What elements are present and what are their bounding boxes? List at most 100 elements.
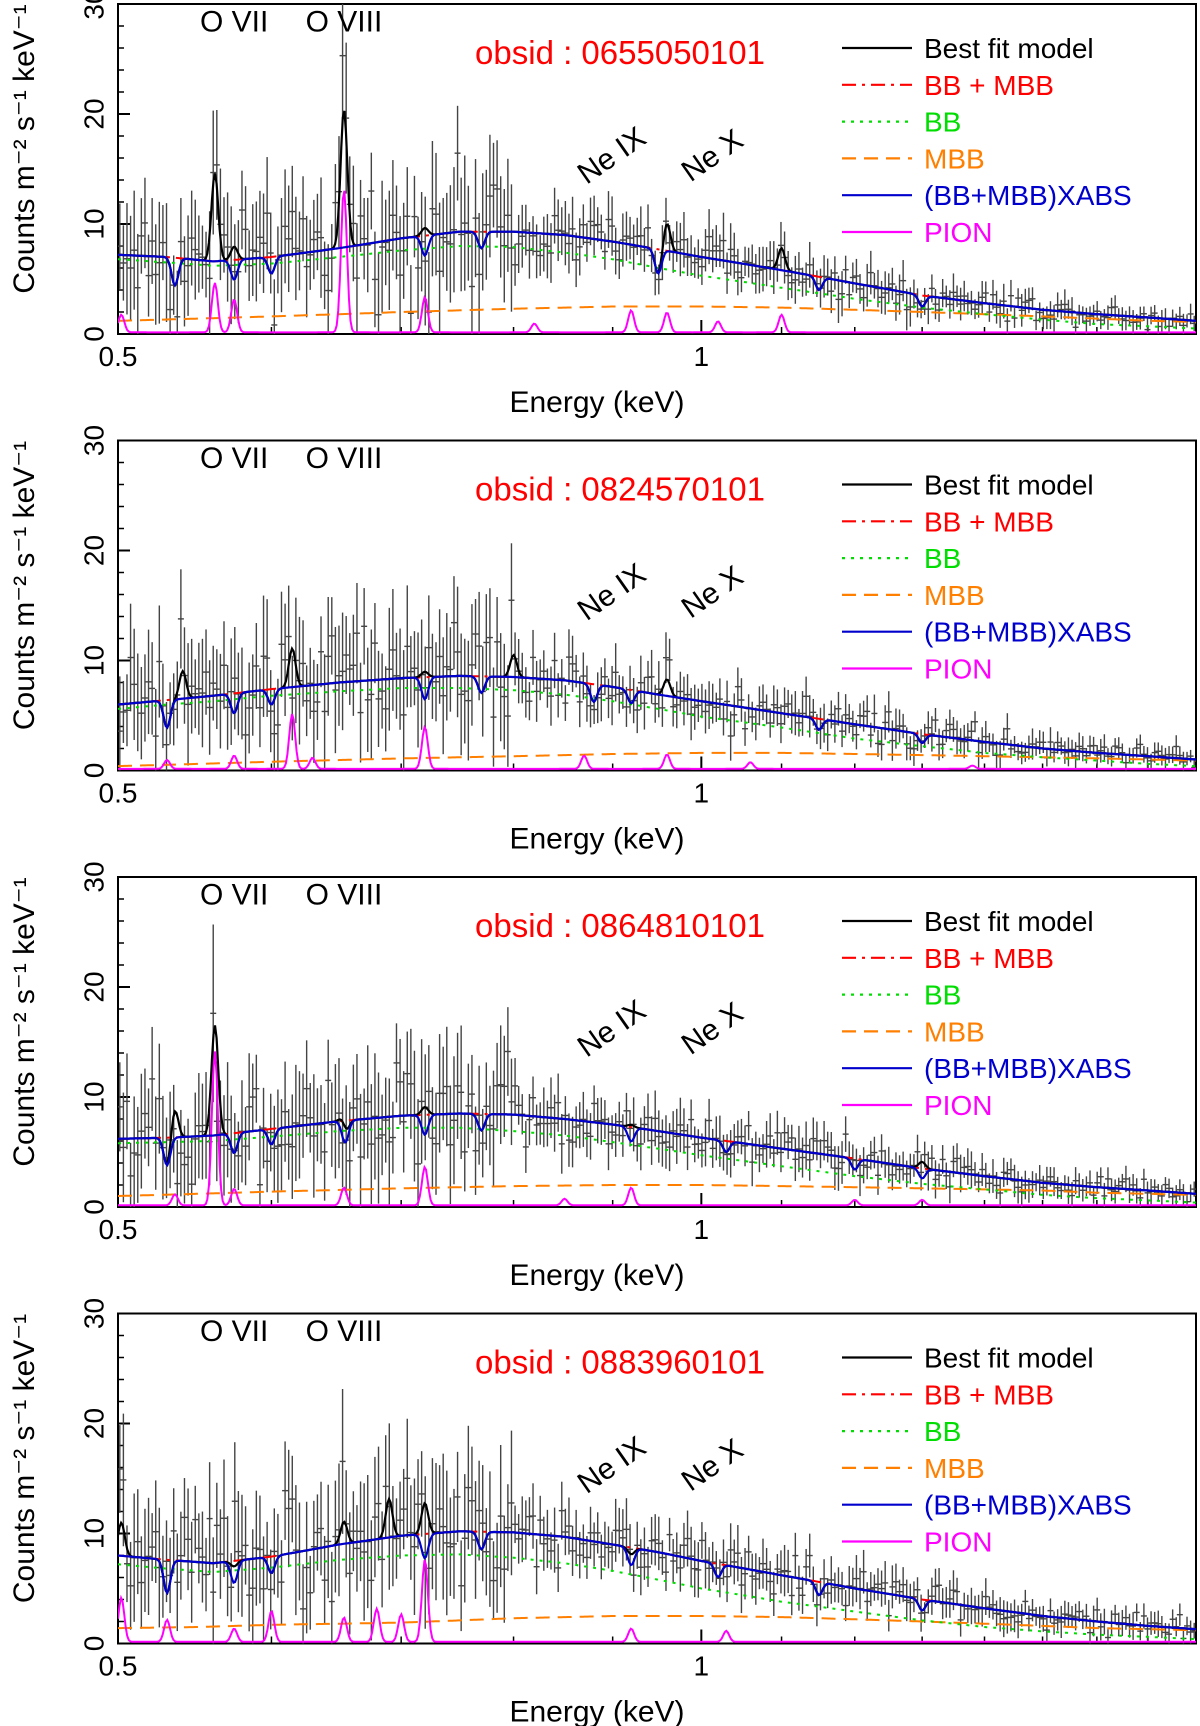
plot-frame <box>117 439 1197 772</box>
legend-label: (BB+MBB)XABS <box>924 180 1132 211</box>
model-curves <box>118 645 1196 770</box>
mbb-curve <box>118 1615 1196 1632</box>
x-tick-label: 0.5 <box>99 778 138 809</box>
y-tick-label: 30 <box>79 861 110 892</box>
line-annotation: O VII <box>200 879 268 912</box>
model-curves <box>118 1496 1196 1643</box>
x-tick-label: 0.5 <box>99 1214 138 1245</box>
legend-label: Best fit model <box>924 33 1094 64</box>
bb-curve <box>118 687 1196 768</box>
x-tick-label: 1 <box>694 1651 710 1682</box>
legend-label: (BB+MBB)XABS <box>924 617 1132 648</box>
best-fit-curve <box>118 110 1196 322</box>
pion-curve <box>118 190 1196 334</box>
line-annotation: O VIII <box>306 879 383 912</box>
x-tick-label: 1 <box>694 341 710 372</box>
pion-curve <box>118 1051 1196 1207</box>
line-annotation: O VII <box>200 442 268 475</box>
y-tick-label: 10 <box>79 645 110 676</box>
legend-label: BB <box>924 543 961 574</box>
y-tick-label: 0 <box>79 763 110 779</box>
line-annotation: Ne IX <box>572 994 652 1064</box>
legend-label: MBB <box>924 580 985 611</box>
data-points <box>118 4 1196 334</box>
y-tick-label: 10 <box>79 1081 110 1112</box>
x-tick-label: 0.5 <box>99 1651 138 1682</box>
spectrum-panel: 0 10 20 30 0.5 1 Energy (keV) Counts m⁻² s⁻¹ ke… <box>8 861 1197 1292</box>
legend-label: PION <box>924 1527 992 1558</box>
y-tick-label: 30 <box>79 425 110 456</box>
obsid-label: obsid : 0864810101 <box>475 907 765 944</box>
legend-label: Best fit model <box>924 1343 1094 1374</box>
y-tick-label: 10 <box>79 1518 110 1549</box>
mbb-curve <box>118 1184 1196 1197</box>
spectrum-panel: 0 10 20 30 0.5 1 Energy (keV) Counts m⁻² s⁻¹ ke… <box>8 1298 1197 1726</box>
y-axis-label: Counts m⁻² s⁻¹ keV⁻¹ <box>8 877 41 1166</box>
data-points <box>118 1388 1196 1644</box>
x-tick-label: 1 <box>694 778 710 809</box>
line-annotation: O VII <box>200 6 268 39</box>
legend-label: Best fit model <box>924 906 1094 937</box>
y-tick-label: 0 <box>79 326 110 342</box>
bb-curve <box>118 1126 1196 1204</box>
plot-frame <box>117 1312 1197 1645</box>
x-tick-label: 1 <box>694 1214 710 1245</box>
y-axis-label: Counts m⁻² s⁻¹ keV⁻¹ <box>8 4 41 293</box>
y-tick-label: 0 <box>79 1636 110 1652</box>
legend-label: MBB <box>924 143 985 174</box>
obsid-label: obsid : 0824570101 <box>475 471 765 508</box>
legend-label: PION <box>924 654 992 685</box>
xabs-curve <box>118 1530 1196 1631</box>
x-axis-label: Energy (keV) <box>509 1259 684 1292</box>
line-annotation: Ne X <box>676 560 750 625</box>
xabs-curve <box>118 230 1196 322</box>
bb-curve <box>118 1553 1196 1641</box>
model-curves <box>118 110 1196 334</box>
obsid-label: obsid : 0883960101 <box>475 1344 765 1381</box>
y-axis-label: Counts m⁻² s⁻¹ keV⁻¹ <box>8 1314 41 1603</box>
legend-label: BB + MBB <box>924 506 1054 537</box>
line-annotation: Ne X <box>676 996 750 1061</box>
line-annotation: Ne IX <box>572 1430 652 1500</box>
spectrum-panel: 0 10 20 30 0.5 1 Energy (keV) Counts m⁻² s⁻¹ ke… <box>8 0 1197 419</box>
legend: Best fit model BB + MBB BB MBB (BB+MBB)XABS P… <box>842 1343 1132 1558</box>
legend-label: BB + MBB <box>924 943 1054 974</box>
plot-frame <box>117 3 1197 335</box>
legend-label: PION <box>924 1090 992 1121</box>
y-axis-label: Counts m⁻² s⁻¹ keV⁻¹ <box>8 441 41 730</box>
y-tick-label: 30 <box>79 0 110 20</box>
legend-label: (BB+MBB)XABS <box>924 1490 1132 1521</box>
obsid-label: obsid : 0655050101 <box>475 34 765 71</box>
legend-label: BB <box>924 1416 961 1447</box>
y-tick-label: 0 <box>79 1199 110 1215</box>
line-annotation: Ne IX <box>572 557 652 627</box>
legend-label: BB <box>924 980 961 1011</box>
y-tick-label: 20 <box>79 535 110 566</box>
legend: Best fit model BB + MBB BB MBB (BB+MBB)XABS P… <box>842 33 1132 248</box>
line-annotation: Ne X <box>676 1433 750 1498</box>
y-tick-label: 20 <box>79 971 110 1002</box>
pion-curve <box>118 713 1196 770</box>
legend-label: (BB+MBB)XABS <box>924 1053 1132 1084</box>
data-points <box>118 924 1196 1207</box>
line-annotation: O VIII <box>306 6 383 39</box>
pion-curve <box>118 1559 1196 1643</box>
data-points <box>118 543 1196 771</box>
legend-label: BB + MBB <box>924 70 1054 101</box>
x-axis-label: Energy (keV) <box>509 1696 684 1726</box>
x-axis-label: Energy (keV) <box>509 386 684 419</box>
x-axis-label: Energy (keV) <box>509 823 684 856</box>
y-tick-label: 10 <box>79 208 110 239</box>
mbb-curve <box>118 751 1196 768</box>
y-tick-label: 20 <box>79 98 110 129</box>
legend: Best fit model BB + MBB BB MBB (BB+MBB)XABS P… <box>842 906 1132 1121</box>
legend: Best fit model BB + MBB BB MBB (BB+MBB)XABS P… <box>842 470 1132 685</box>
y-tick-label: 20 <box>79 1408 110 1439</box>
line-annotation: O VII <box>200 1315 268 1348</box>
legend-label: MBB <box>924 1016 985 1047</box>
line-annotation: O VIII <box>306 1315 383 1348</box>
x-tick-label: 0.5 <box>99 341 138 372</box>
line-annotation: Ne X <box>676 123 750 188</box>
